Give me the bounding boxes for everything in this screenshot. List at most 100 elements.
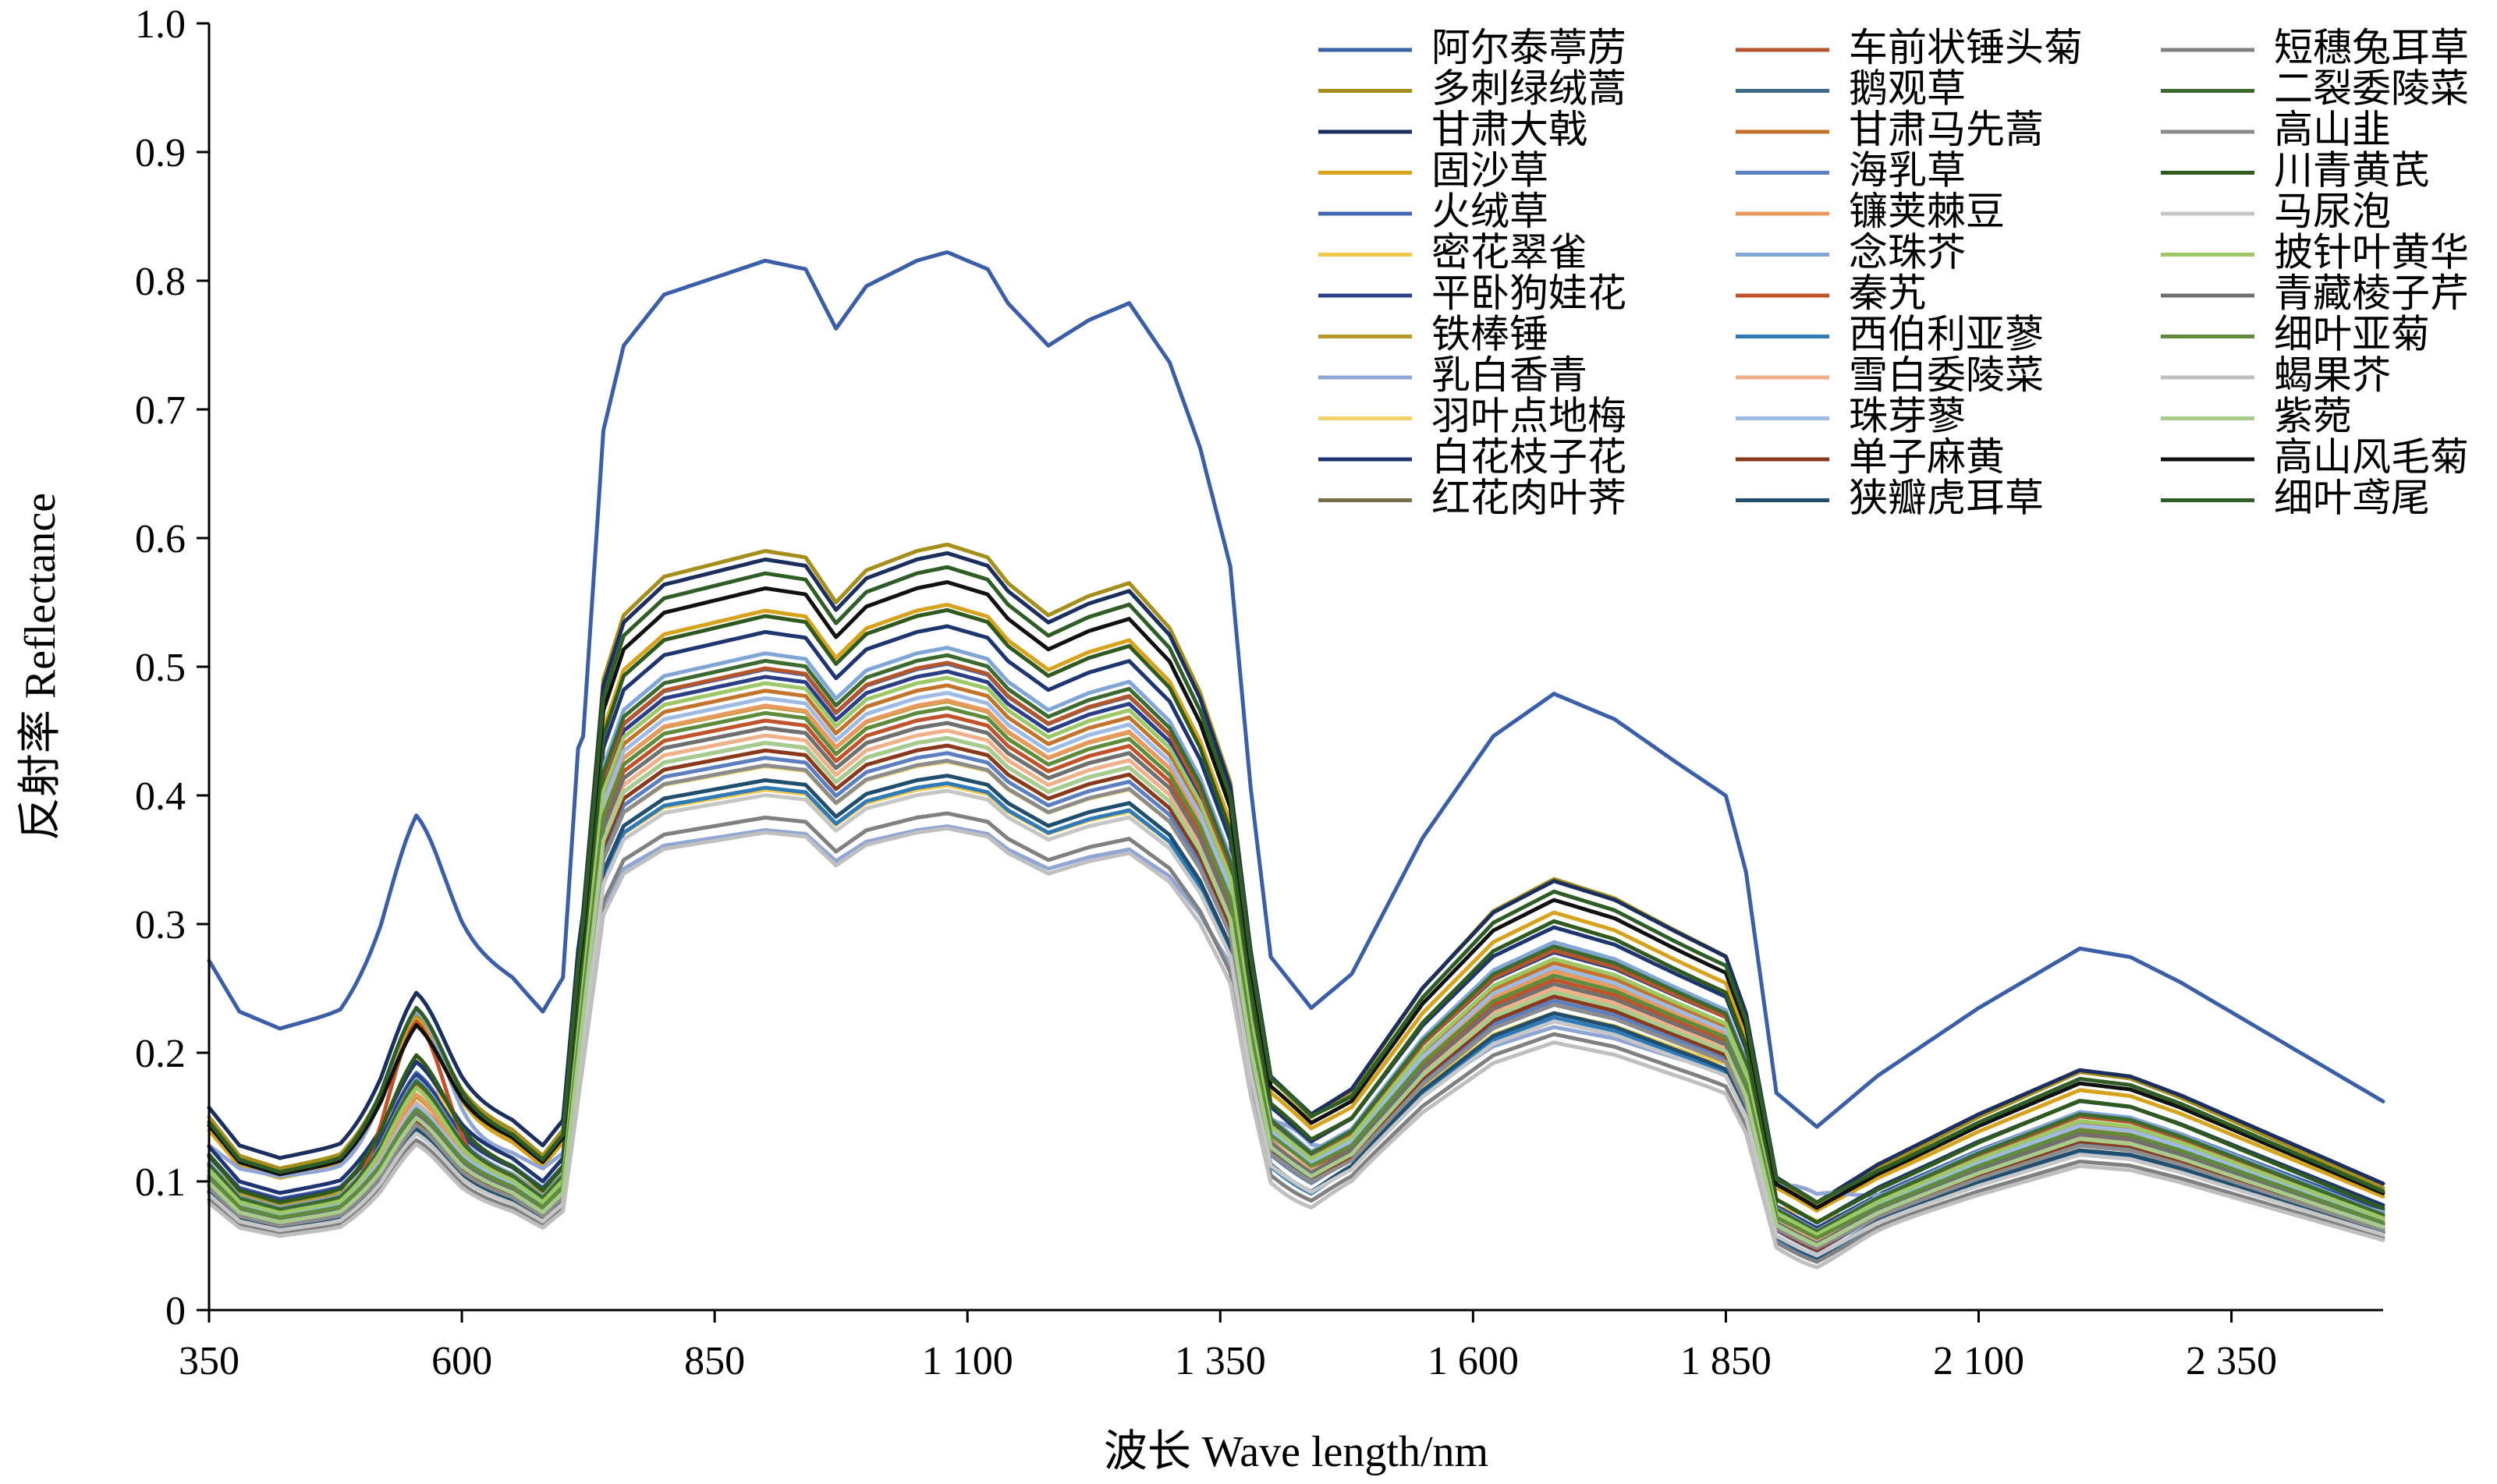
x-axis-title: 波长 Wave length/nm: [1104, 1428, 1488, 1476]
series-line: [207, 565, 2385, 1205]
legend-item: 紫菀: [2161, 395, 2352, 438]
legend-label: 固沙草: [1431, 149, 1548, 193]
legend-label: 甘肃大戟: [1431, 108, 1587, 151]
legend-item: 单子麻黄: [1736, 435, 2005, 479]
legend-label: 高山韭: [2274, 108, 2391, 151]
legend-label: 多刺绿绒蒿: [1431, 67, 1626, 111]
x-tick-label: 1 850: [1680, 1339, 1772, 1383]
x-tick-label: 2 100: [1933, 1339, 2024, 1383]
legend-label: 蝎果芥: [2274, 353, 2391, 397]
legend-label: 鹅观草: [1849, 67, 1966, 111]
x-tick-label: 1 350: [1175, 1339, 1266, 1383]
legend-item: 羽叶点地梅: [1318, 395, 1626, 438]
legend-item: 甘肃大戟: [1318, 108, 1587, 151]
legend: 阿尔泰葶苈多刺绿绒蒿甘肃大戟固沙草火绒草密花翠雀平卧狗娃花铁棒锤乳白香青羽叶点地…: [1318, 26, 2469, 520]
legend-item: 阿尔泰葶苈: [1318, 26, 1626, 69]
y-tick-label: 0.5: [135, 646, 186, 690]
legend-label: 念珠芥: [1849, 231, 1966, 274]
axes-group: 350 600 850 1 100 1 350 1 600 1 850 2 100 2 350 …: [135, 2, 2383, 1383]
legend-item: 鹅观草: [1736, 67, 1966, 111]
legend-label: 车前状锤头菊: [1849, 26, 2083, 69]
legend-label: 西伯利亚蓼: [1849, 313, 2044, 356]
legend-item: 狭瓣虎耳草: [1736, 476, 2044, 520]
legend-label: 乳白香青: [1431, 353, 1587, 397]
legend-item: 青藏棱子芹: [2161, 271, 2469, 315]
legend-label: 短穗兔耳草: [2274, 26, 2469, 69]
legend-label: 平卧狗娃花: [1431, 271, 1626, 315]
legend-item: 西伯利亚蓼: [1736, 313, 2044, 356]
legend-item: 车前状锤头菊: [1736, 26, 2083, 69]
legend-label: 镰荚棘豆: [1849, 189, 2005, 233]
legend-label: 阿尔泰葶苈: [1431, 26, 1626, 69]
legend-item: 披针叶黄华: [2161, 231, 2469, 274]
legend-item: 火绒草: [1318, 189, 1548, 233]
series-line: [207, 607, 2385, 1225]
y-tick-label: 0.2: [135, 1032, 186, 1076]
legend-label: 细叶亚菊: [2274, 313, 2430, 356]
legend-label: 紫菀: [2274, 395, 2352, 438]
y-axis-title: 反射率 Reflectance: [16, 493, 65, 841]
legend-item: 乳白香青: [1318, 353, 1587, 397]
legend-label: 珠芽蓼: [1849, 395, 1966, 438]
x-tick-label: 2 350: [2186, 1339, 2277, 1383]
legend-label: 铁棒锤: [1431, 313, 1548, 356]
legend-item: 雪白委陵菜: [1736, 353, 2044, 397]
legend-label: 红花肉叶荠: [1431, 476, 1626, 520]
legend-item: 高山风毛菊: [2161, 435, 2469, 479]
legend-item: 短穗兔耳草: [2161, 26, 2469, 69]
x-tick-label: 1 600: [1428, 1339, 1519, 1383]
legend-item: 密花翠雀: [1318, 231, 1587, 274]
legend-item: 川青黄芪: [2161, 149, 2430, 193]
legend-label: 单子麻黄: [1849, 435, 2005, 479]
legend-item: 珠芽蓼: [1736, 395, 1966, 438]
legend-item: 海乳草: [1736, 149, 1966, 193]
legend-item: 细叶亚菊: [2161, 313, 2430, 356]
legend-item: 白花枝子花: [1318, 435, 1626, 479]
legend-label: 秦艽: [1849, 271, 1927, 315]
x-tick-label: 1 100: [922, 1339, 1013, 1383]
series-line: [207, 250, 2385, 1129]
y-tick-label: 0.7: [135, 388, 186, 433]
legend-label: 青藏棱子芹: [2274, 271, 2469, 315]
legend-item: 红花肉叶荠: [1318, 476, 1626, 520]
series-line: [207, 826, 2385, 1270]
legend-label: 狭瓣虎耳草: [1849, 476, 2044, 520]
x-tick-label: 600: [431, 1339, 492, 1383]
legend-label: 火绒草: [1431, 189, 1548, 233]
legend-item: 高山韭: [2161, 108, 2391, 151]
y-tick-label: 1.0: [135, 2, 186, 47]
x-tick-label: 850: [684, 1339, 745, 1383]
legend-label: 川青黄芪: [2274, 149, 2430, 193]
legend-label: 甘肃马先蒿: [1849, 108, 2044, 151]
legend-item: 铁棒锤: [1318, 313, 1548, 356]
plot-series-group: [207, 250, 2385, 1270]
y-ticks-group: 0 0.1 0.2 0.3 0.4 0.5 0.6 0.7 0.8 0.9 1.0: [135, 2, 209, 1333]
y-tick-label: 0.3: [135, 903, 186, 947]
legend-label: 海乳草: [1849, 149, 1966, 193]
legend-label: 羽叶点地梅: [1431, 395, 1626, 438]
x-ticks-group: 350 600 850 1 100 1 350 1 600 1 850 2 100 2 350: [179, 1310, 2277, 1383]
y-tick-label: 0.6: [135, 517, 186, 561]
legend-item: 二裂委陵菜: [2161, 67, 2469, 111]
legend-item: 固沙草: [1318, 149, 1548, 193]
legend-item: 秦艽: [1736, 271, 1927, 315]
legend-label: 白花枝子花: [1431, 435, 1626, 479]
legend-item: 蝎果芥: [2161, 353, 2391, 397]
legend-item: 念珠芥: [1736, 231, 1966, 274]
legend-item: 细叶鸢尾: [2161, 476, 2430, 520]
legend-item: 马尿泡: [2161, 189, 2391, 233]
legend-label: 高山风毛菊: [2274, 435, 2469, 479]
legend-item: 平卧狗娃花: [1318, 271, 1626, 315]
legend-item: 镰荚棘豆: [1736, 189, 2005, 233]
legend-label: 细叶鸢尾: [2274, 476, 2430, 520]
legend-label: 雪白委陵菜: [1849, 353, 2044, 397]
y-tick-label: 0: [165, 1289, 186, 1333]
series-line: [207, 735, 2385, 1248]
legend-item: 甘肃马先蒿: [1736, 108, 2044, 151]
legend-label: 二裂委陵菜: [2274, 67, 2469, 111]
y-tick-label: 0.1: [135, 1160, 186, 1205]
x-tick-label: 350: [179, 1339, 239, 1383]
legend-label: 披针叶黄华: [2274, 231, 2469, 274]
legend-item: 多刺绿绒蒿: [1318, 67, 1626, 111]
